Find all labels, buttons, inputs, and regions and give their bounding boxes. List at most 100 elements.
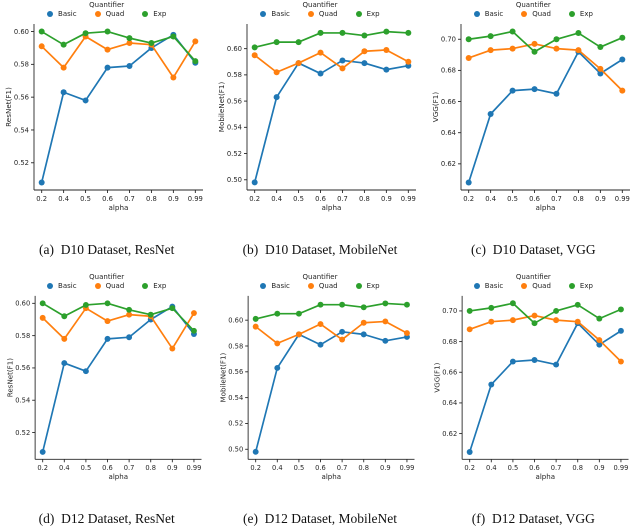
legend-item-quad: Quad: [94, 282, 124, 290]
data-point-basic: [253, 448, 260, 455]
y-tick-label: 0.56: [15, 364, 30, 372]
y-tick-label: 0.52: [14, 159, 29, 167]
y-tick-label: 0.52: [15, 429, 30, 437]
legend-item-quad: Quad: [307, 10, 338, 19]
data-point-basic: [339, 57, 346, 64]
basic-marker-icon: [47, 11, 54, 18]
data-point-basic: [61, 360, 68, 367]
quad-marker-icon: [94, 11, 101, 18]
data-point-exp: [509, 28, 516, 35]
y-tick-label: 0.58: [229, 342, 244, 350]
legend-title: Quantifier: [302, 273, 338, 281]
y-tick-label: 0.52: [227, 150, 242, 158]
legend-label-basic: Basic: [484, 282, 504, 291]
subplot-f-d12-vgg: Quantifier Basic Quad Exp 0.62 0.64 0.66 0.…: [427, 263, 640, 527]
x-tick-label: 0.99: [401, 195, 416, 203]
legend-item-basic: Basic: [47, 10, 77, 18]
data-point-exp: [405, 30, 412, 37]
data-point-exp: [466, 308, 473, 314]
data-point-quad: [104, 318, 111, 325]
data-point-quad: [405, 58, 412, 65]
caption-d: (d) D12 Dataset, ResNet: [38, 511, 175, 526]
data-point-exp: [597, 44, 604, 51]
data-point-exp: [60, 41, 67, 48]
data-point-quad: [619, 87, 626, 94]
y-tick-label: 0.56: [227, 97, 242, 105]
data-point-exp: [82, 30, 89, 37]
data-point-basic: [83, 368, 90, 375]
data-point-quad: [170, 74, 177, 81]
legend-title: Quantifier: [89, 1, 125, 9]
line-chart-d10-mobilenet: 0.50 0.52 0.54 0.56 0.58 0.60 0.2 0.4 0.5 0.6 0.7 0…: [217, 24, 417, 212]
legend-title: Quantifier: [89, 273, 125, 281]
series-line-quad: [255, 320, 409, 345]
y-tick-label: 0.54: [229, 394, 244, 402]
data-point-quad: [60, 64, 67, 71]
data-point-quad: [169, 345, 176, 352]
x-tick-label: 0.4: [59, 464, 70, 472]
data-point-quad: [466, 326, 473, 333]
data-point-exp: [191, 327, 198, 334]
data-point-exp: [147, 311, 154, 318]
data-point-basic: [617, 327, 624, 334]
legend-label-quad: Quad: [318, 10, 338, 19]
data-point-exp: [126, 35, 133, 42]
legend-item-exp: Exp: [142, 282, 166, 290]
y-tick-label: 0.50: [227, 176, 242, 184]
series-line-quad: [42, 307, 195, 350]
x-tick-label: 0.5: [80, 195, 91, 203]
data-point-quad: [574, 318, 581, 325]
data-point-exp: [531, 320, 538, 327]
x-tick-label: 0.99: [188, 195, 203, 203]
data-point-exp: [596, 315, 603, 322]
x-tick-label: 0.7: [124, 195, 135, 203]
legend: Quantifier Basic Quad Exp: [47, 273, 166, 290]
legend-items: Basic Quad Exp: [47, 10, 166, 18]
subplot-e-d12-mobilenet: Quantifier Basic Quad Exp 0.50 0.52 0.54 0.…: [213, 263, 426, 527]
x-tick-label: 0.8: [572, 464, 583, 472]
legend-label-quad: Quad: [532, 282, 551, 291]
legend-item-basic: Basic: [473, 282, 504, 291]
data-point-basic: [339, 328, 346, 335]
y-tick-label: 0.54: [14, 126, 29, 134]
data-point-exp: [126, 306, 133, 313]
quad-marker-icon: [307, 11, 314, 18]
y-tick-label: 0.50: [229, 446, 244, 454]
data-point-basic: [531, 86, 538, 93]
legend-item-exp: Exp: [568, 10, 593, 18]
series-line-basic: [467, 50, 623, 184]
data-point-quad: [531, 41, 538, 48]
subplot-a-d10-resnet: Quantifier Basic Quad Exp 0.52 0.54 0.56 0.…: [0, 0, 213, 263]
x-tick-label: 0.4: [272, 195, 283, 203]
series-line-exp: [42, 302, 195, 332]
data-point-exp: [553, 36, 560, 43]
x-tick-label: 0.99: [400, 464, 415, 472]
x-tick-label: 0.9: [380, 464, 391, 472]
data-point-basic: [252, 179, 259, 186]
y-tick-label: 0.66: [442, 369, 457, 377]
data-point-exp: [488, 305, 495, 311]
data-point-exp: [619, 34, 626, 41]
data-point-exp: [575, 30, 582, 37]
data-point-exp: [617, 306, 624, 313]
legend-items: Basic Quad Exp: [473, 10, 593, 18]
data-point-exp: [361, 304, 368, 311]
data-point-exp: [192, 58, 199, 65]
basic-marker-icon: [473, 11, 480, 18]
series-line-quad: [40, 35, 197, 79]
data-point-exp: [339, 301, 346, 308]
data-point-quad: [509, 45, 516, 52]
y-tick-label: 0.60: [14, 28, 29, 36]
data-point-quad: [318, 321, 324, 328]
legend-items: Basic Quad Exp: [473, 282, 593, 291]
legend-label-quad: Quad: [318, 282, 338, 291]
data-point-basic: [126, 334, 133, 341]
data-point-quad: [274, 340, 281, 347]
x-axis-label: alpha: [109, 203, 129, 212]
y-axis-label: ResNet(F1): [6, 358, 15, 397]
y-tick-label: 0.66: [441, 98, 456, 106]
data-point-quad: [383, 47, 390, 54]
data-point-quad: [192, 38, 199, 45]
legend-item-exp: Exp: [142, 10, 166, 18]
data-point-exp: [252, 44, 259, 51]
